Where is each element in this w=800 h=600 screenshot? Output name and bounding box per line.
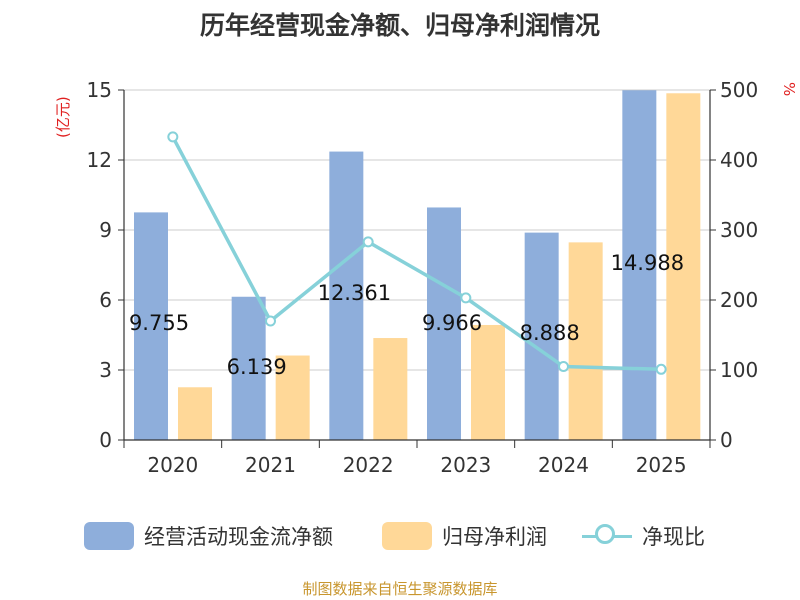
bar-np xyxy=(568,242,603,440)
label-layer: 9.755 6.139 12.361 9.966 8.888 14.988 xyxy=(129,251,684,379)
y-tick-label: 12 xyxy=(87,148,112,172)
chart-title: 历年经营现金净额、归母净利润情况 xyxy=(199,11,600,40)
x-tick-label: 2024 xyxy=(538,453,589,477)
data-label-ocf: 6.139 xyxy=(227,355,287,379)
ratio-point xyxy=(167,131,179,143)
y2-tick-label: 500 xyxy=(720,78,758,102)
y2-tick-label: 200 xyxy=(720,288,758,312)
x-tick-label: 2022 xyxy=(343,453,394,477)
data-label-ocf: 9.966 xyxy=(422,311,482,335)
legend-label-np: 归母净利润 xyxy=(442,525,547,549)
bar-ocf xyxy=(231,296,266,440)
legend-item-ocf[interactable]: 经营活动现金流净额 xyxy=(84,516,333,556)
ratio-point xyxy=(558,361,569,372)
ratio-point xyxy=(265,315,276,327)
bar-np xyxy=(471,324,505,440)
legend-line-ratio xyxy=(582,522,632,550)
bar-ocf xyxy=(622,90,657,440)
data-label-ocf: 9.755 xyxy=(129,311,189,335)
ratio-point xyxy=(655,363,667,375)
legend-label-ocf: 经营活动现金流净额 xyxy=(144,525,333,549)
legend-label-ratio: 净现比 xyxy=(642,525,705,549)
legend-swatch-np xyxy=(382,522,432,550)
legend-item-ratio[interactable]: 净现比 xyxy=(582,516,705,556)
source-note: 制图数据来自恒生聚源数据库 xyxy=(302,580,498,598)
legend-swatch-ocf xyxy=(84,522,134,550)
bar-ocf xyxy=(134,212,168,440)
bar-ocf xyxy=(427,207,461,440)
data-label-ocf: 14.988 xyxy=(611,251,684,275)
bar-ocf xyxy=(524,232,559,440)
y2-tick-label: 0 xyxy=(720,428,733,452)
bar-np xyxy=(373,338,408,440)
ratio-point xyxy=(460,292,472,304)
ratio-line xyxy=(171,136,662,372)
line-layer xyxy=(167,131,667,375)
bar-np xyxy=(666,93,701,441)
y-tick-label: 3 xyxy=(99,358,112,382)
bar-np xyxy=(275,355,310,440)
legend-item-np[interactable]: 归母净利润 xyxy=(382,516,547,556)
y2-tick-label: 400 xyxy=(720,148,758,172)
y-tick-label: 9 xyxy=(99,218,112,242)
bar-layer xyxy=(134,90,701,441)
data-label-ocf: 8.888 xyxy=(520,321,580,345)
y-tick-label: 15 xyxy=(87,78,112,102)
y2-tick-label: 300 xyxy=(720,218,758,242)
y-tick-label: 6 xyxy=(99,288,112,312)
bar-np xyxy=(178,387,212,440)
data-label-ocf: 12.361 xyxy=(318,281,391,305)
x-tick-label: 2025 xyxy=(636,453,687,477)
bar-ocf xyxy=(329,151,364,440)
x-tick-label: 2021 xyxy=(245,453,296,477)
y-tick-label: 0 xyxy=(99,428,112,452)
x-tick-label: 2020 xyxy=(147,453,198,477)
axis-layer: 0 3 6 9 12 15 0 100 200 300 400 500 2020 2021 2022 2023… xyxy=(87,78,759,477)
ratio-point xyxy=(362,236,374,248)
legend: 经营活动现金流净额 归母净利润 净现比 xyxy=(0,516,800,556)
x-tick-label: 2023 xyxy=(440,453,491,477)
y2-tick-label: 100 xyxy=(720,358,758,382)
